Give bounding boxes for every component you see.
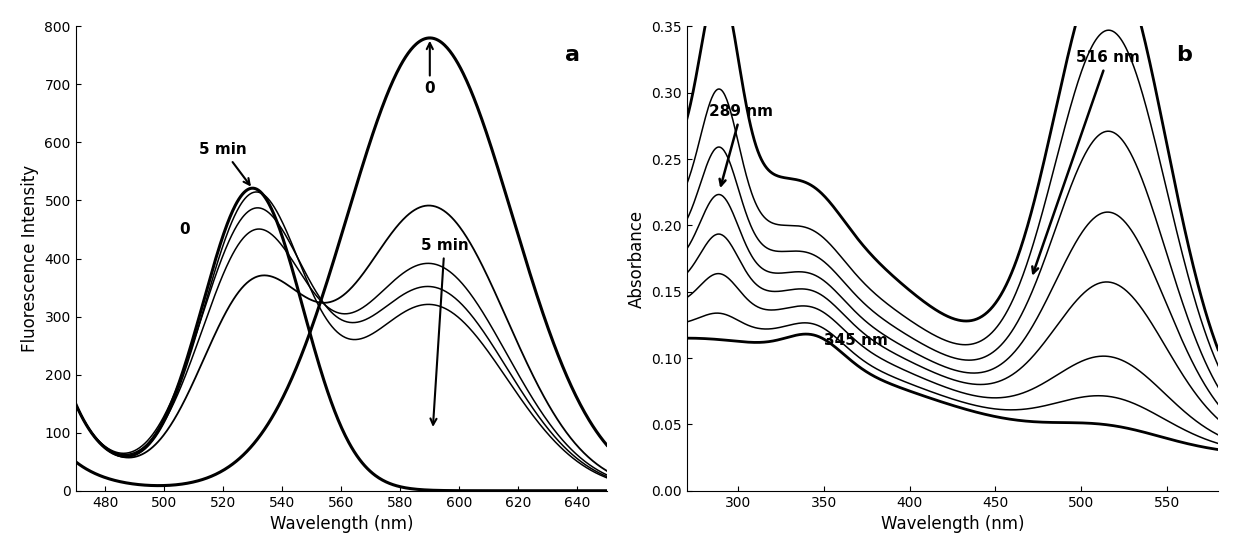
Text: b: b (1176, 45, 1192, 65)
Text: 5 min: 5 min (199, 142, 249, 185)
X-axis label: Wavelength (nm): Wavelength (nm) (270, 515, 413, 533)
Text: 289 nm: 289 nm (709, 104, 773, 186)
Text: 5 min: 5 min (421, 238, 468, 425)
Text: a: a (565, 45, 580, 65)
Y-axis label: Fluorescence Intensity: Fluorescence Intensity (21, 165, 38, 352)
Y-axis label: Absorbance: Absorbance (628, 209, 646, 307)
Text: 345 nm: 345 nm (824, 333, 888, 348)
Text: 0: 0 (180, 222, 190, 237)
X-axis label: Wavelength (nm): Wavelength (nm) (881, 515, 1025, 533)
Text: 0: 0 (425, 43, 435, 96)
Text: 516 nm: 516 nm (1032, 50, 1140, 273)
